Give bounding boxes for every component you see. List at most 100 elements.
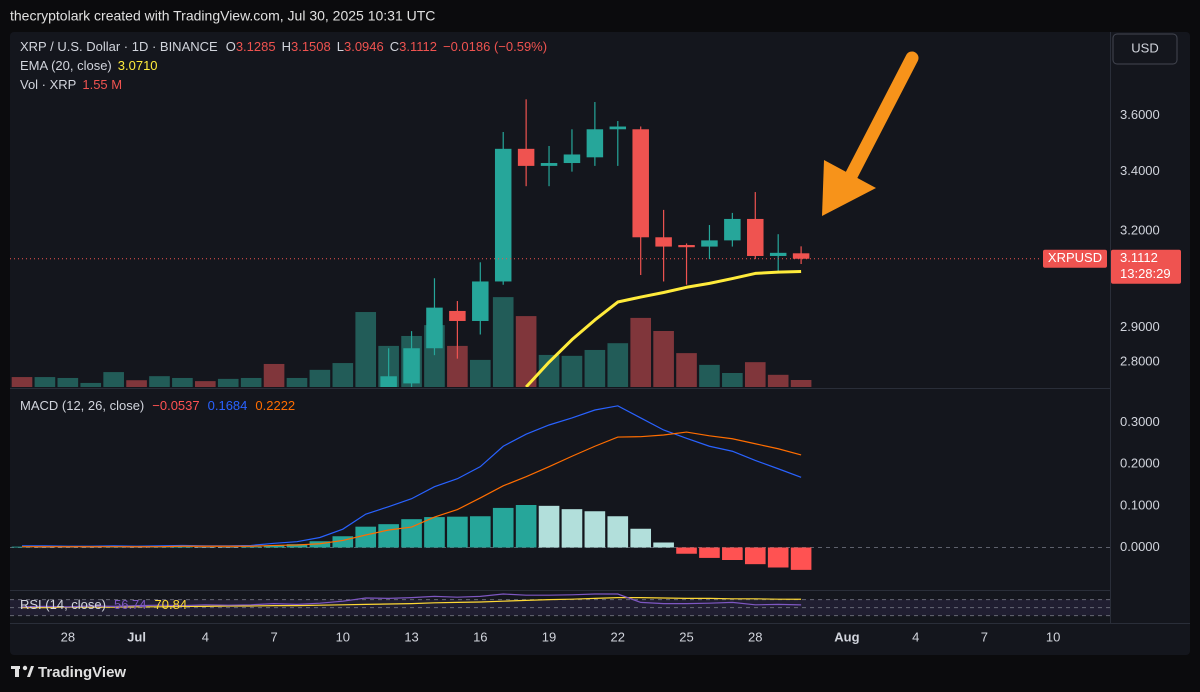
volume-bar [515,316,537,387]
rsi-legend-value: 70.84 [155,597,188,612]
currency-label[interactable]: USD [1131,40,1158,55]
volume-bar [676,353,697,387]
macd-histogram-bar [286,544,308,548]
x-tick-label: 7 [270,629,277,644]
volume-bar [217,378,239,387]
price-legend: XRP / U.S. Dollar · 1D · BINANCE O3.1285 H… [20,39,547,54]
volume-bar [538,354,560,387]
macd-histogram-bar [469,516,491,548]
x-tick-label: 10 [1046,629,1060,644]
candle-body [472,281,489,321]
volume-bar [767,374,789,387]
macd-histogram-bar [767,547,789,568]
currency-button[interactable] [1112,33,1178,65]
price-tag-countdown: 13:28:29 [1120,266,1171,281]
candle-body [632,129,649,238]
ohlc-value: 3.1285 [236,39,276,54]
macd-histogram-bar [378,524,399,548]
x-tick-label: 10 [336,629,350,644]
volume-bar [607,343,629,387]
macd-pane [10,405,1110,570]
macd-histogram-bar [447,516,468,548]
overlay: 28 Jul 4 7 10 13 16 19 22 25 28 Aug 4 7 10 2.8000 2.9000… [20,39,1181,644]
volume-bar [103,372,124,387]
volume-bar [447,345,468,387]
candle-body [517,148,535,166]
ohlc-value: 3.0946 [344,39,384,54]
macd-legend-value: −0.0537 [152,398,199,413]
footer-brand: TradingView [38,664,126,681]
macd-histogram-bar [790,547,812,570]
y-tick-label: 3.4000 [1120,163,1160,178]
signal-line [22,431,802,548]
macd-histogram-bar [653,542,674,548]
annotation-arrow-head [822,160,876,216]
candle-body [724,218,741,241]
candle-body [792,253,810,259]
ema-title: EMA (20, close) [20,58,112,73]
macd-histogram-bar [630,528,652,548]
volume-bar [355,312,377,387]
volume-bar [126,380,147,387]
volume-title: Vol · XRP [20,77,76,92]
candle-body [403,348,420,384]
volume-bar [699,364,720,387]
x-tick-label: 28 [61,629,75,644]
x-tick-label: 22 [611,629,625,644]
x-tick-label: 4 [912,629,919,644]
ohlc-label: L [337,39,344,54]
chart-panel [10,32,1190,655]
volume-bar [790,379,812,387]
rsi-ma-line [22,596,802,609]
volume-bar [744,362,766,387]
x-tick-label: 13 [404,629,418,644]
macd-legend: MACD (12, 26, close) −0.0537 0.1684 0.2222 [20,398,295,413]
price-pane [10,99,1040,387]
symbol-tag [1043,249,1107,268]
candle-body [655,237,672,247]
volume-bar [195,381,216,387]
volume-bar [584,349,606,387]
macd-histogram-bar [172,546,193,548]
volume-bar [722,372,743,387]
y-tick-label: 0.0000 [1120,539,1160,554]
x-tick-label: 19 [542,629,556,644]
ohlc-value: 3.1508 [291,39,331,54]
logo-part [22,665,28,671]
macd-histogram-bar [515,505,537,548]
x-tick-label: 16 [473,629,487,644]
rsi-legend-value: 56.74 [114,597,147,612]
volume-legend: Vol · XRP 1.55 M [20,77,122,92]
x-tick-label: 4 [202,629,209,644]
macd-histogram-bar [263,545,285,548]
rsi-title: RSI (14, close) [20,597,106,612]
macd-histogram-bar [401,519,422,548]
y-tick-label: 2.9000 [1120,319,1160,334]
y-tick-label: 0.3000 [1120,414,1160,429]
candle-body [701,240,718,247]
ohlc-value: 3.1112 [399,39,437,54]
macd-histogram-bar [676,547,697,554]
macd-histogram-bar [424,517,445,548]
change-value: −0.0186 (−0.59%) [443,39,547,54]
macd-histogram-bar [584,511,606,548]
volume-bar [630,317,652,387]
volume-bar [240,377,262,387]
footer-logo [11,665,34,677]
candle-body [747,218,764,256]
volume-bar [34,377,56,387]
macd-histogram-bar [699,547,720,558]
macd-histogram-bar [607,516,629,548]
x-tick-label: 28 [748,629,762,644]
macd-histogram-bar [240,546,262,548]
volume-bar [561,355,583,387]
macd-histogram-bar [561,509,583,548]
candle-body [563,154,581,164]
ohlc-label: O [226,39,236,54]
volume-value: 1.55 M [82,77,122,92]
rsi-pane [10,593,1110,617]
candle-body [609,126,627,130]
volume-bar [172,377,193,387]
volume-bar [263,363,285,387]
